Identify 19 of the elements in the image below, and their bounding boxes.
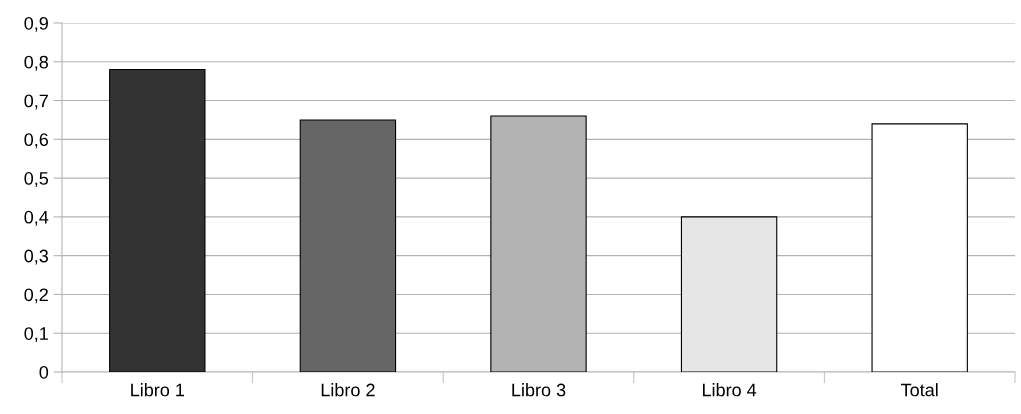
x-tick-label: Libro 4 — [702, 383, 757, 397]
x-tick-label: Libro 1 — [131, 383, 185, 397]
y-tick-label: 0 — [39, 365, 49, 379]
y-tick-label: 0,7 — [24, 94, 48, 110]
y-tick-label: 0,4 — [24, 210, 49, 226]
bar — [299, 119, 397, 372]
x-tick-label: Libro 3 — [512, 383, 566, 397]
x-tick-label: Total — [901, 383, 938, 397]
y-tick-label: 0,2 — [24, 288, 48, 304]
y-tick-label: 0,6 — [24, 133, 49, 149]
x-tick-label: Libro 2 — [321, 383, 375, 397]
bar — [680, 216, 778, 372]
y-tick-label: 0,5 — [24, 172, 49, 187]
y-tick-label: 0,1 — [24, 327, 48, 343]
y-tick-label: 0,3 — [24, 249, 49, 265]
bar — [109, 68, 206, 372]
y-tick-label: 0,9 — [24, 16, 48, 32]
y-tick-label: 0,8 — [24, 55, 49, 71]
bar — [871, 123, 968, 372]
